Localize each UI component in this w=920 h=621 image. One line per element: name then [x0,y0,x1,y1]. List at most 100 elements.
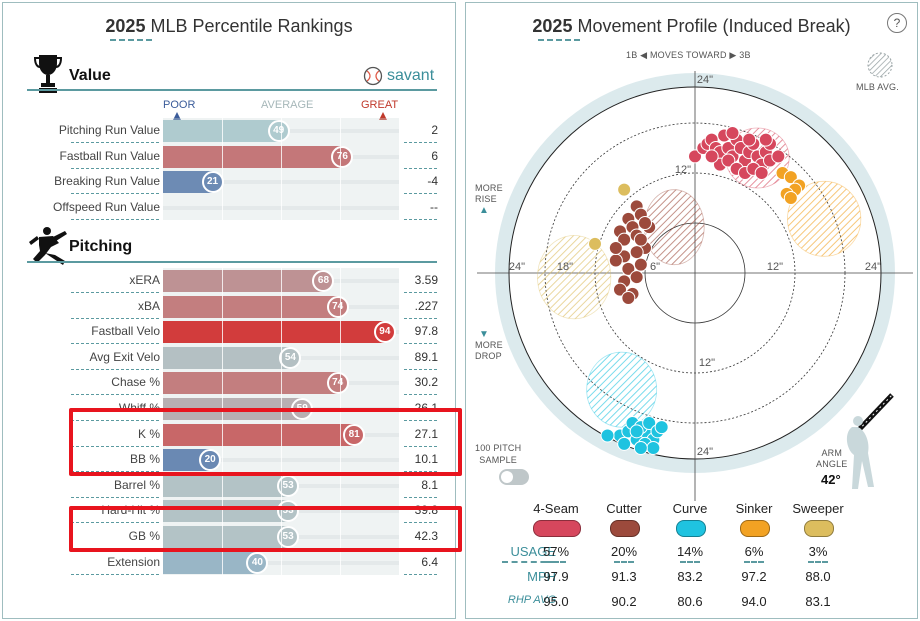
pitch-color-chip [740,520,770,537]
pitching-section-line [27,261,437,263]
mlb-avg-sinker [787,180,862,257]
pitch-point-cutter [633,232,648,247]
pitch-usage: 14% [676,544,704,559]
percentile-bubble: 74 [326,295,349,318]
pitch-point-4-seam [704,149,719,164]
row-divider [71,292,159,293]
row-divider [71,167,159,169]
movement-year: 2025 [532,16,573,36]
drop-arrow-icon: ▼ [479,329,490,340]
pitch-rhp-avg: 95.0 [543,594,569,609]
pitch-point-curve [654,420,669,435]
percentile-title-text: MLB Percentile Rankings [150,16,353,36]
row-divider [404,420,437,421]
pitch-mph: 88.0 [805,569,831,584]
percentile-bar [163,270,324,292]
row-divider [71,218,159,220]
pitch-color-chip [533,520,581,537]
metric-value: 8.1 [421,477,438,492]
row-divider [404,167,437,169]
percentile-bubble: 40 [246,551,269,574]
value-section-title: Value [69,67,111,84]
pitch-rhp-avg: 94.0 [741,594,767,609]
pitch-name: Sweeper [792,501,844,516]
pitch-mph: 91.3 [611,569,637,584]
help-button[interactable]: ? [887,13,907,33]
direction-moves-toward: MOVES TOWARD [649,50,727,60]
percentile-bubble: 81 [343,423,366,446]
metric-value: 6 [431,148,438,163]
pitch-point-curve [617,436,632,451]
more-drop-line2: DROP [475,351,502,361]
percentile-bubble: 53 [277,500,300,523]
row-divider [404,292,437,293]
baseball-icon [363,66,383,86]
toggle-knob [501,471,513,483]
arm-angle-pitcher-icon [846,393,894,489]
savant-logo-text: savant [387,67,435,84]
row-divider [404,368,437,370]
pitch-name: Sinker [735,501,773,516]
percentile-bar [163,120,279,142]
row-divider [404,218,437,220]
percentile-bubble: 49 [267,120,290,142]
row-divider [404,193,437,194]
usage-underline [808,561,828,563]
percentile-bar [163,500,289,523]
more-rise-line1: MORE [475,183,503,193]
movement-title: 2025 Movement Profile (Induced Break) [486,16,897,37]
arm-angle-line2: ANGLE [816,459,848,469]
metric-label: GB % [128,529,160,543]
mph-row-label: MPH [527,569,556,584]
pitch-point-cutter [613,282,627,297]
movement-year-underline [538,39,580,41]
savant-logo: savant [363,66,434,86]
metric-label: Fastball Velo [91,324,160,339]
pitch-usage: 6% [744,544,764,559]
direction-1b: 1B [626,50,638,60]
percentile-bar [163,145,343,168]
pitch-point-cutter [633,257,648,272]
ring-label-right: 24" [865,261,881,273]
year-underline [110,39,152,41]
sample-label: 100 PITCH SAMPLE [475,442,521,466]
arm-angle-label: ARM ANGLE [816,448,848,470]
metric-label: Avg Exit Velo [89,349,161,364]
movement-profile-panel: 2025 Movement Profile (Induced Break) ? … [465,2,918,619]
poor-arrow-icon [173,112,181,120]
metric-value: -- [430,199,438,214]
pitch-point-4-seam [725,126,740,140]
row-divider [71,317,159,319]
metric-value: 97.8 [414,324,438,339]
usage-underline [546,561,566,563]
pitch-rhp-avg: 83.1 [805,594,831,609]
pitch-point-cutter [617,232,632,247]
ring-label-6-left: 6" [650,261,660,273]
row-divider [71,471,159,473]
metric-value: 30.2 [414,375,438,390]
poor-label: POOR [163,99,196,111]
row-divider [404,394,437,396]
row-divider [404,445,437,447]
pitch-point-curve [629,424,644,439]
mlb-avg-label: MLB AVG. [856,82,899,92]
highlight-box-gb [69,506,462,552]
great-arrow-icon [379,112,387,120]
mlb-avg-sweeper [537,235,612,320]
pitch-point-4-seam [688,149,702,164]
ring-label-top: 24" [697,74,713,86]
metric-label: K % [137,426,160,441]
pitching-section-title: Pitching [69,238,133,255]
pitch-point-4-seam [721,153,736,168]
sample-line2: SAMPLE [479,455,518,465]
metric-value: 10.1 [414,452,438,467]
percentile-bar [163,551,258,574]
metric-value: 6.4 [421,554,438,569]
pitch-rhp-avg: 80.6 [677,594,703,609]
percentile-bar [163,474,289,497]
sample-toggle[interactable] [499,469,529,485]
pitch-name: 4-Seam [533,501,579,516]
value-section-line [27,89,437,91]
row-divider [404,343,437,345]
right-triangle-icon: ▶ [729,50,737,60]
